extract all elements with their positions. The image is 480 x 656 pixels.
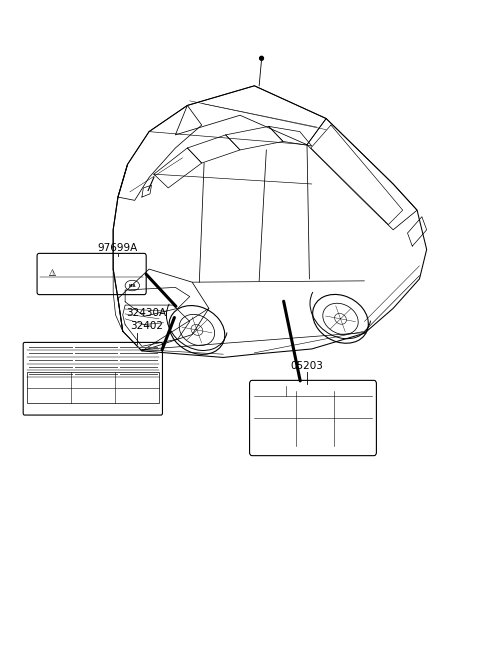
Text: 97699A: 97699A [98,243,138,253]
Text: △: △ [49,268,56,277]
Bar [27,373,158,403]
Text: 05203: 05203 [290,361,324,371]
Text: 32430A: 32430A [127,308,167,318]
FancyBboxPatch shape [23,342,162,415]
Text: 32402: 32402 [130,321,163,331]
Ellipse shape [260,56,264,60]
Text: KIA: KIA [129,283,136,287]
Text: !: ! [51,271,53,276]
FancyBboxPatch shape [37,253,146,295]
FancyBboxPatch shape [250,380,376,456]
